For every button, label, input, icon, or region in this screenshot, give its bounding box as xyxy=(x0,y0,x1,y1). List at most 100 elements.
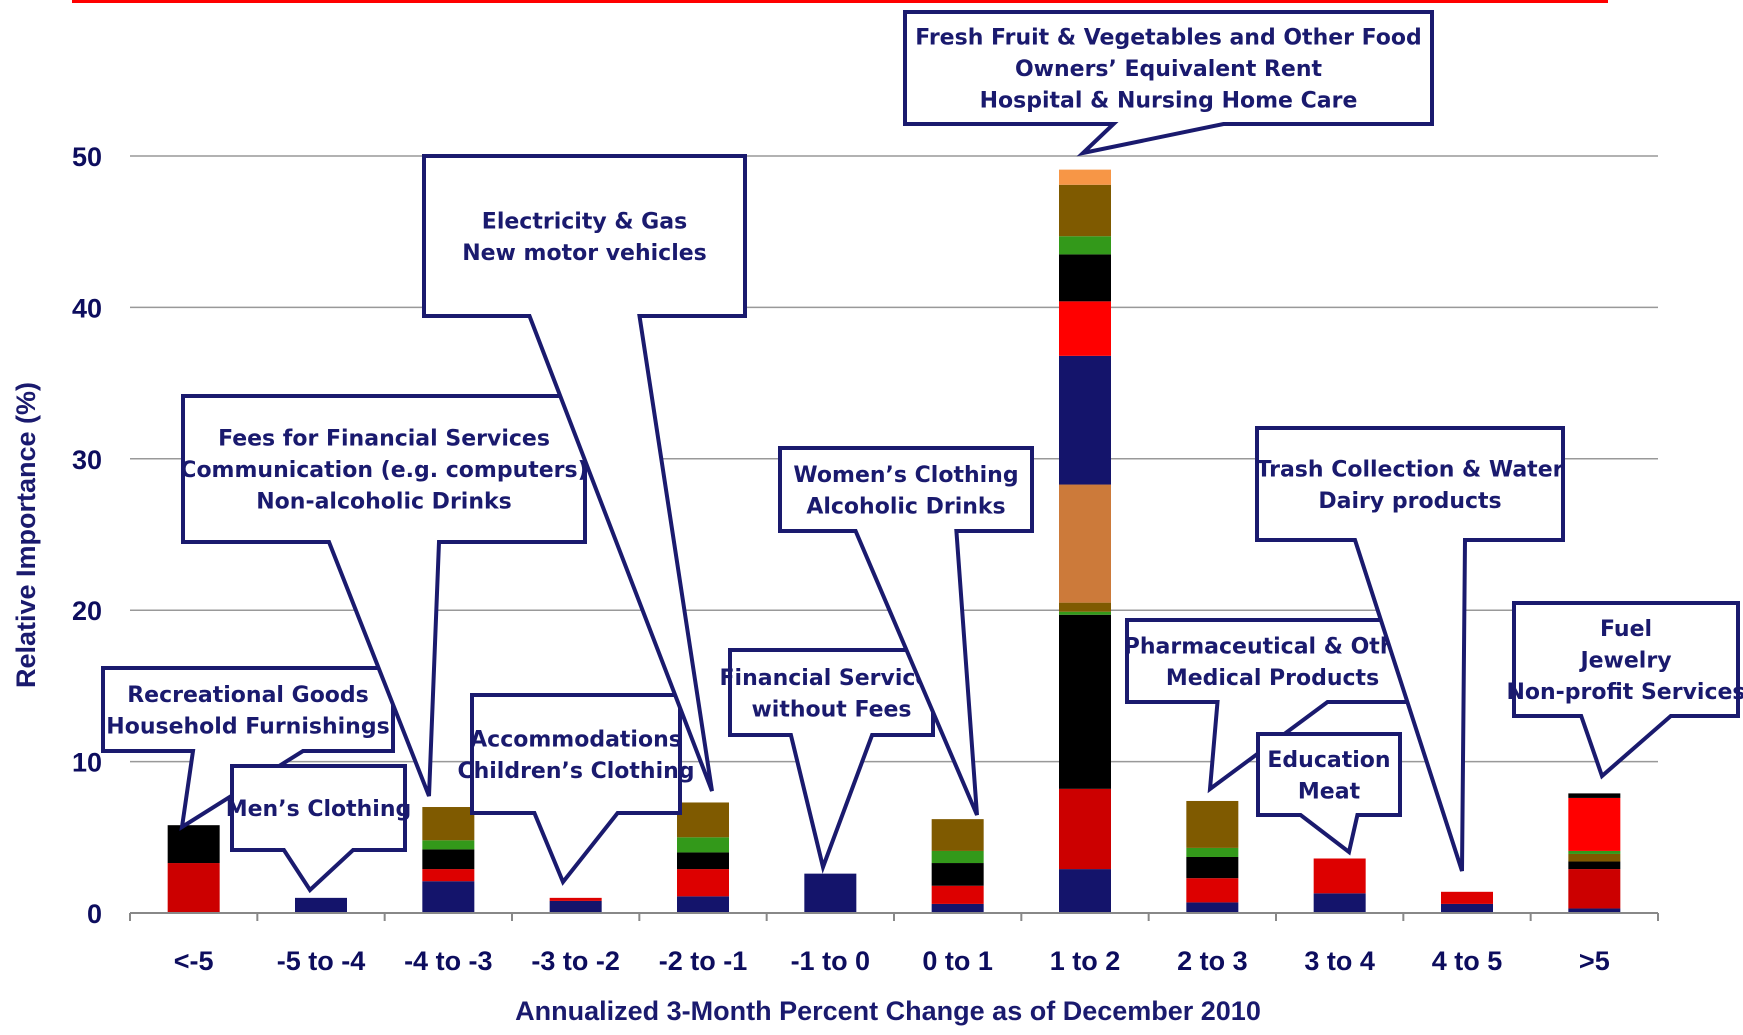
x-tick-label: 3 to 4 xyxy=(1304,946,1375,976)
bar-segment xyxy=(1059,254,1111,302)
bar-segment xyxy=(1313,858,1366,894)
callout-label: Non-profit Services xyxy=(1506,680,1743,705)
callout: Trash Collection & Water Dairy products xyxy=(1255,426,1565,872)
bar-segment xyxy=(931,850,984,864)
bar-segment xyxy=(1186,847,1239,857)
callout-label: Communication (e.g. computers) xyxy=(180,458,587,483)
bar-segment xyxy=(931,863,984,886)
callout: Men’s Clothing xyxy=(226,764,412,894)
x-tick-label: 0 to 1 xyxy=(922,946,993,976)
x-tick-label: >5 xyxy=(1579,946,1610,976)
bar-segment xyxy=(1059,602,1111,612)
bar-segment xyxy=(167,825,220,864)
callout-label: Dairy products xyxy=(1318,489,1501,514)
bar-segment xyxy=(295,897,347,913)
callout: Fees for Financial Services Communication… xyxy=(180,394,588,797)
bar-segment xyxy=(422,807,475,841)
callout-label: Women’s Clothing xyxy=(793,463,1018,488)
bar-segment xyxy=(549,897,602,901)
bar-segment xyxy=(422,869,475,882)
callout-label: Fees for Financial Services xyxy=(218,427,550,452)
x-tick-label: 1 to 2 xyxy=(1050,946,1121,976)
bar-segment xyxy=(1568,850,1621,854)
bar-segment xyxy=(677,896,729,913)
x-tick-label: -1 to 0 xyxy=(791,946,871,976)
callout-label: Alcoholic Drinks xyxy=(806,494,1005,519)
callout-box xyxy=(230,764,407,894)
callout-label: Meat xyxy=(1298,779,1361,804)
callout-box xyxy=(1512,601,1740,780)
bar-segment xyxy=(931,903,984,913)
bar-segment xyxy=(1059,301,1111,356)
y-tick-label: 30 xyxy=(72,445,102,475)
callout-label: Financial Services xyxy=(720,666,944,691)
x-tick-label: -4 to -3 xyxy=(404,946,493,976)
callout-box xyxy=(1255,426,1565,872)
callout-label: Hospital & Nursing Home Care xyxy=(980,89,1358,114)
bar-segment xyxy=(167,863,220,913)
bar-segment xyxy=(804,873,857,913)
top-rule xyxy=(72,0,1608,3)
callout-label: Non-alcoholic Drinks xyxy=(256,490,511,515)
bar-segment xyxy=(1568,797,1621,851)
callout-box xyxy=(903,10,1434,157)
bar-segment xyxy=(1059,169,1111,185)
bar-segment xyxy=(1441,903,1493,913)
bar-segment xyxy=(1059,236,1111,255)
bar-segment xyxy=(931,885,984,904)
callout-label: Trash Collection & Water xyxy=(1257,457,1564,482)
callout: Women’s Clothing Alcoholic Drinks xyxy=(778,446,1034,816)
x-tick-label: -5 to -4 xyxy=(277,946,366,976)
bar-segment xyxy=(1568,869,1621,909)
x-tick-label: <-5 xyxy=(174,946,214,976)
callout-label: Children’s Clothing xyxy=(457,759,694,784)
callout-label: Recreational Goods xyxy=(127,683,369,708)
bar-segment xyxy=(1568,861,1621,870)
bar-segment xyxy=(422,881,475,913)
bar-segment xyxy=(1059,611,1111,615)
y-axis-title: Relative Importance (%) xyxy=(11,382,41,688)
callouts: Recreational Goods Household Furnishings M… xyxy=(101,10,1743,894)
bars xyxy=(167,169,1621,913)
bar-segment xyxy=(1186,856,1239,879)
bar-segment xyxy=(1059,355,1111,485)
bar-segment xyxy=(1568,793,1621,798)
bar-segment xyxy=(1568,853,1621,862)
bar-segment xyxy=(1568,908,1621,913)
callout-label: Medical Products xyxy=(1166,666,1379,691)
callout-label: New motor vehicles xyxy=(462,241,707,266)
bar-segment xyxy=(1059,184,1111,237)
y-tick-label: 20 xyxy=(72,596,102,626)
axes: 0 10 20 30 40 50 <-5 -5 to -4 -4 to -3 -3 to -2 -2… xyxy=(72,142,1659,976)
callout-box xyxy=(422,154,747,792)
bar-segment xyxy=(677,837,729,853)
callout-label: Jewelry xyxy=(1578,649,1671,674)
x-tick-label: 4 to 5 xyxy=(1432,946,1503,976)
bar-segment xyxy=(549,900,602,913)
bar-segment xyxy=(1059,869,1111,913)
x-axis-title: Annualized 3-Month Percent Change as of … xyxy=(515,996,1261,1026)
bar-segment xyxy=(1059,788,1111,870)
y-tick-label: 50 xyxy=(72,142,102,172)
callout-box xyxy=(1256,732,1402,856)
callout-label: Men’s Clothing xyxy=(226,797,412,822)
callout: Fresh Fruit & Vegetables and Other Food O… xyxy=(903,10,1434,157)
bar-segment xyxy=(1186,800,1239,848)
callout-label: Pharmaceutical & Other xyxy=(1124,634,1422,659)
bar-segment xyxy=(422,849,475,870)
callout-label: Household Furnishings xyxy=(106,714,389,739)
y-tick-label: 0 xyxy=(87,899,102,929)
bar-segment xyxy=(1313,893,1366,913)
callout-label: Accommodations xyxy=(470,727,682,752)
y-tick-label: 40 xyxy=(72,293,102,323)
bar-segment xyxy=(677,869,729,897)
bar-segment xyxy=(1059,614,1111,789)
callout: Education Meat xyxy=(1256,732,1402,856)
bar-segment xyxy=(1441,891,1493,904)
callout: Financial Services without Fees xyxy=(720,648,944,874)
callout: Fuel Jewelry Non-profit Services xyxy=(1506,601,1743,780)
bar-segment xyxy=(677,802,729,838)
bar-segment xyxy=(422,840,475,850)
x-tick-label: 2 to 3 xyxy=(1177,946,1248,976)
callout-label: Fresh Fruit & Vegetables and Other Food xyxy=(915,26,1422,51)
